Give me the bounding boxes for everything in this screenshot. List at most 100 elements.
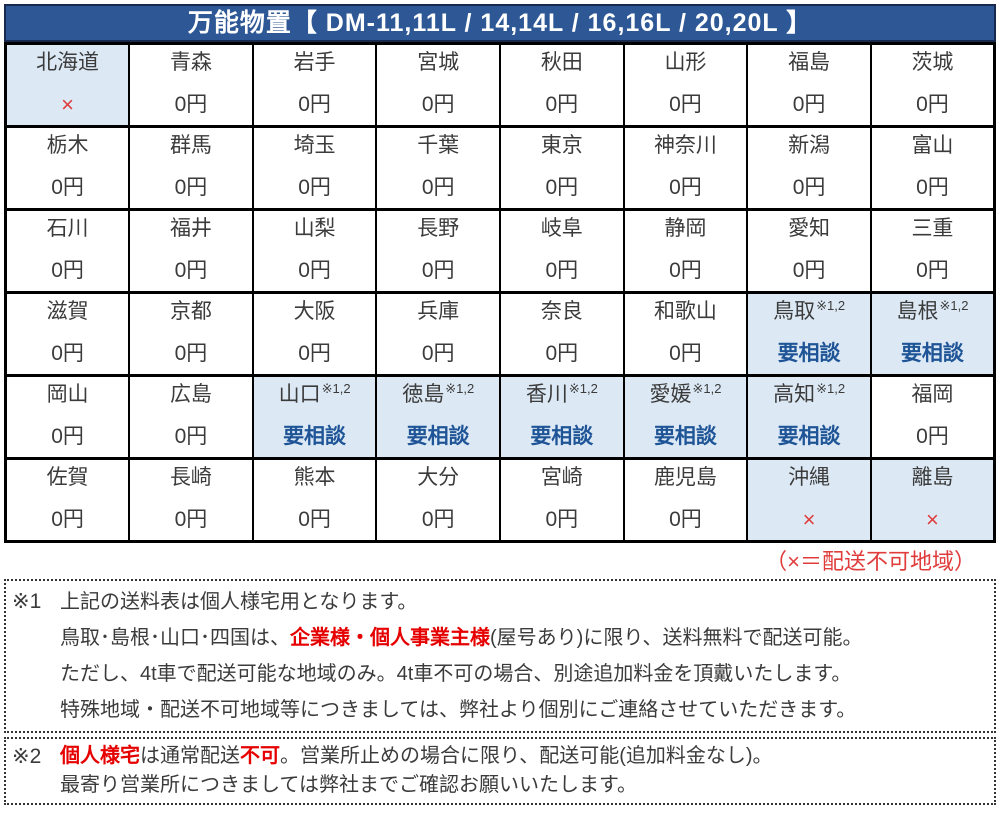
note-emphasis-text: 個人様宅 xyxy=(60,745,140,767)
footnote-ref: ※1,2 xyxy=(816,298,846,313)
shipping-value: 0円 xyxy=(298,259,331,282)
prefecture-cell: 愛知 0円 xyxy=(746,208,872,294)
prefecture-cell: 福岡 0円 xyxy=(869,374,996,460)
prefecture-cell: 栃木 0円 xyxy=(4,125,131,211)
prefecture-cell: 長野 0円 xyxy=(375,208,501,294)
table-row: 石川 0円 福井 0円 山梨 0円 長野 0円 岐阜 0円 静岡 0円 愛知 0円 三重 0円 xyxy=(4,208,996,294)
shipping-value: 0円 xyxy=(298,176,331,199)
shipping-value: × xyxy=(61,92,74,117)
prefecture-name: 福井 xyxy=(169,217,212,240)
prefecture-cell: 山口※1,2 要相談 xyxy=(251,374,378,460)
prefecture-name: 長崎 xyxy=(169,466,212,489)
prefecture-name: 滋賀 xyxy=(46,300,89,323)
shipping-value: 0円 xyxy=(916,176,949,199)
prefecture-name: 福島 xyxy=(788,51,831,74)
prefecture-name: 岐阜 xyxy=(540,217,583,240)
shipping-value: 要相談 xyxy=(406,425,470,448)
shipping-value: 要相談 xyxy=(777,425,841,448)
prefecture-cell: 沖縄 × xyxy=(746,457,872,543)
prefecture-name: 福岡 xyxy=(911,383,954,406)
note-text: ただし、4t車で配送可能な地域のみ。4t車不可の場合、別途追加料金を頂戴いたしま… xyxy=(60,663,852,685)
prefecture-name: 大分 xyxy=(417,466,460,489)
prefecture-cell: 群馬 0円 xyxy=(128,125,254,211)
prefecture-cell: 石川 0円 xyxy=(4,208,131,294)
shipping-value: × xyxy=(802,507,816,532)
title-bar: 万能物置【 DM-11,11L / 14,14L / 16,16L / 20,2… xyxy=(4,4,996,42)
footnote-ref: ※1,2 xyxy=(445,381,475,396)
prefecture-name: 富山 xyxy=(911,134,954,157)
prefecture-name: 離島 xyxy=(911,466,954,489)
shipping-value: 0円 xyxy=(669,259,702,282)
note-line: ただし、4t車で配送可能な地域のみ。4t車不可の場合、別途追加料金を頂戴いたしま… xyxy=(60,656,986,692)
footnote-ref: ※1,2 xyxy=(321,381,351,396)
prefecture-name: 香川※1,2 xyxy=(525,381,598,406)
prefecture-cell: 神奈川 0円 xyxy=(622,125,749,211)
prefecture-cell: 大阪 0円 xyxy=(251,291,378,377)
prefecture-name: 秋田 xyxy=(540,51,583,74)
prefecture-cell: 富山 0円 xyxy=(869,125,996,211)
shipping-value: 0円 xyxy=(545,342,579,365)
prefecture-cell: 岩手 0円 xyxy=(251,42,378,128)
prefecture-name: 埼玉 xyxy=(293,134,336,157)
shipping-value: 0円 xyxy=(421,176,455,199)
shipping-value: 0円 xyxy=(298,93,331,116)
shipping-value: 0円 xyxy=(174,425,208,448)
prefecture-cell: 青森 0円 xyxy=(128,42,254,128)
prefecture-cell: 愛媛※1,2 要相談 xyxy=(622,374,749,460)
prefecture-name: 山形 xyxy=(664,51,707,74)
shipping-value: 0円 xyxy=(545,93,579,116)
note-line: 個人様宅は通常配送不可。営業所止めの場合に限り、配送可能(追加料金なし)。 xyxy=(60,742,986,771)
footnote-ref: ※1,2 xyxy=(568,381,598,396)
note-text: 上記の送料表は個人様宅用となります。 xyxy=(60,591,418,613)
shipping-value: 0円 xyxy=(51,259,84,282)
shipping-value: 0円 xyxy=(174,508,208,531)
prefecture-cell: 山形 0円 xyxy=(622,42,749,128)
prefecture-name: 石川 xyxy=(46,217,89,240)
shipping-value: 0円 xyxy=(174,342,208,365)
prefecture-name: 東京 xyxy=(540,134,583,157)
prefecture-name: 岩手 xyxy=(293,51,336,74)
prefecture-cell: 高知※1,2 要相談 xyxy=(746,374,872,460)
prefecture-cell: 鹿児島 0円 xyxy=(622,457,749,543)
prefecture-table-body: 北海道 × 青森 0円 岩手 0円 宮城 0円 秋田 0円 山形 0円 福島 0円 茨城 0円 栃木 0円 群馬 0円… xyxy=(4,42,996,543)
prefecture-name: 千葉 xyxy=(417,134,460,157)
note-emphasis-text: 不可 xyxy=(240,745,280,767)
prefecture-cell: 山梨 0円 xyxy=(251,208,378,294)
shipping-value: × xyxy=(926,507,939,532)
shipping-value: 0円 xyxy=(916,93,949,116)
prefecture-cell: 福島 0円 xyxy=(746,42,872,128)
prefecture-name: 島根※1,2 xyxy=(896,298,969,323)
prefecture-name: 鹿児島 xyxy=(653,466,717,489)
shipping-value: 0円 xyxy=(421,342,455,365)
prefecture-name: 山口※1,2 xyxy=(278,381,351,406)
shipping-value: 要相談 xyxy=(777,342,841,365)
prefecture-name: 群馬 xyxy=(169,134,212,157)
prefecture-cell: 兵庫 0円 xyxy=(375,291,501,377)
note-line: 鳥取･島根･山口･四国は、企業様・個人事業主様(屋号あり)に限り、送料無料で配送… xyxy=(60,620,986,656)
prefecture-name: 三重 xyxy=(911,217,954,240)
note-text: (屋号あり)に限り、送料無料で配送可能。 xyxy=(490,627,863,649)
prefecture-name: 岡山 xyxy=(46,383,89,406)
prefecture-name: 静岡 xyxy=(664,217,707,240)
prefecture-name: 広島 xyxy=(169,383,212,406)
table-row: 佐賀 0円 長崎 0円 熊本 0円 大分 0円 宮崎 0円 鹿児島 0円 沖縄 × 離島 × xyxy=(4,457,996,543)
prefecture-cell: 北海道 × xyxy=(4,42,131,128)
shipping-value: 要相談 xyxy=(283,425,347,448)
prefecture-name: 茨城 xyxy=(911,51,954,74)
shipping-value: 0円 xyxy=(51,342,84,365)
prefecture-cell: 熊本 0円 xyxy=(251,457,378,543)
prefecture-cell: 香川※1,2 要相談 xyxy=(499,374,625,460)
shipping-value: 0円 xyxy=(174,176,208,199)
shipping-value: 要相談 xyxy=(530,425,594,448)
prefecture-name: 北海道 xyxy=(36,51,100,74)
prefecture-cell: 大分 0円 xyxy=(375,457,501,543)
prefecture-cell: 岐阜 0円 xyxy=(499,208,625,294)
prefecture-cell: 岡山 0円 xyxy=(4,374,131,460)
shipping-value: 0円 xyxy=(174,93,208,116)
prefecture-cell: 滋賀 0円 xyxy=(4,291,131,377)
prefecture-name: 宮崎 xyxy=(540,466,583,489)
prefecture-name: 徳島※1,2 xyxy=(402,381,475,406)
prefecture-cell: 埼玉 0円 xyxy=(251,125,378,211)
prefecture-cell: 福井 0円 xyxy=(128,208,254,294)
prefecture-cell: 京都 0円 xyxy=(128,291,254,377)
